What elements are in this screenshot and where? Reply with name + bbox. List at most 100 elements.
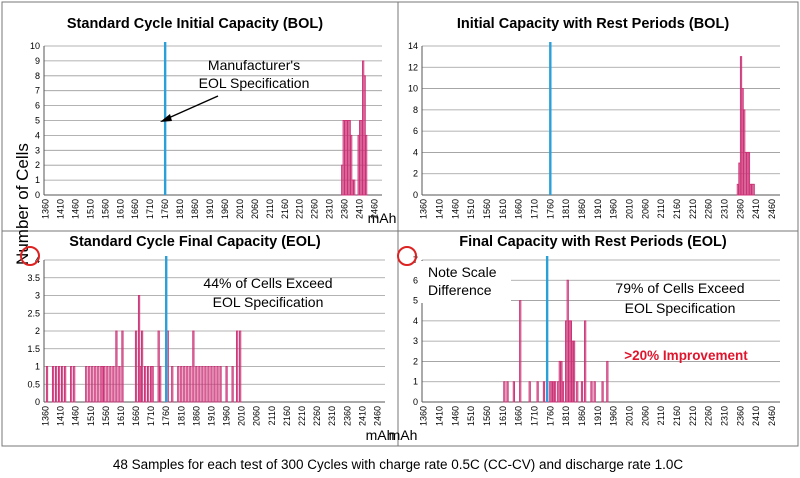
chart-title-rest-bol: Initial Capacity with Rest Periods (BOL) bbox=[457, 16, 729, 32]
bar-rest-eol bbox=[550, 381, 553, 403]
x-tick-label-rest-eol: 1460 bbox=[450, 406, 460, 426]
x-tick-label-rest-bol: 1910 bbox=[593, 199, 603, 219]
y-tick-label-std-eol: 3.5 bbox=[27, 273, 40, 283]
x-tick-label-std-bol: 2160 bbox=[280, 199, 290, 219]
bar-std-eol bbox=[151, 366, 154, 403]
bar-rest-eol bbox=[536, 381, 539, 403]
x-tick-label-rest-bol: 1360 bbox=[419, 199, 429, 219]
bar-std-eol bbox=[45, 366, 49, 403]
x-tick-label-rest-eol: 1360 bbox=[419, 406, 429, 426]
annotation-rest-eol-spec: EOL Specification bbox=[625, 300, 736, 316]
bar-std-eol bbox=[51, 366, 55, 403]
x-tick-label-rest-bol: 1810 bbox=[561, 199, 571, 219]
x-tick-label-std-eol: 2310 bbox=[327, 406, 337, 426]
bar-rest-eol bbox=[572, 340, 576, 403]
bar-std-eol bbox=[207, 366, 210, 403]
bar-rest-bol bbox=[749, 183, 752, 196]
x-tick-label-rest-bol: 1660 bbox=[514, 199, 524, 219]
x-tick-label-std-bol: 2460 bbox=[370, 199, 380, 219]
note-difference: Difference bbox=[428, 282, 492, 298]
bar-std-eol bbox=[97, 366, 100, 403]
x-tick-label-rest-bol: 2410 bbox=[751, 199, 761, 219]
x-tick-label-std-eol: 1660 bbox=[131, 406, 141, 426]
y-tick-label-std-eol: 2.5 bbox=[27, 308, 40, 318]
bar-std-eol bbox=[134, 330, 138, 403]
bar-std-eol bbox=[171, 366, 174, 403]
figure-frame bbox=[1, 1, 799, 447]
plot-std-bol: 0 1 2 3 4 5 6 7 8 9 10 1360 1410 1460 1510 1560 1610 1660… bbox=[30, 41, 382, 219]
x-tick-label-std-eol: 1460 bbox=[71, 406, 81, 426]
bar-std-eol bbox=[147, 366, 150, 403]
bar-rest-eol bbox=[512, 381, 515, 403]
x-tick-label-rest-bol: 2110 bbox=[656, 199, 666, 218]
x-tick-label-std-eol: 1960 bbox=[222, 406, 232, 426]
y-tick-label-std-bol: 4 bbox=[35, 130, 40, 140]
y-tick-label-std-bol: 5 bbox=[35, 116, 40, 126]
x-tick-label-rest-bol: 1410 bbox=[434, 199, 444, 219]
bar-rest-eol bbox=[528, 381, 531, 403]
y-tick-label-rest-bol: 0 bbox=[413, 190, 418, 200]
y-tick-label-rest-bol: 8 bbox=[413, 105, 418, 115]
x-tick-label-std-bol: 2060 bbox=[250, 199, 260, 219]
x-tick-label-std-bol: 1410 bbox=[55, 199, 65, 219]
y-tick-label-std-eol: 2 bbox=[35, 326, 40, 336]
x-tick-label-std-bol: 2260 bbox=[310, 199, 320, 219]
x-tick-label-std-bol: 2310 bbox=[325, 199, 335, 219]
x-tick-label-rest-bol: 2460 bbox=[767, 199, 777, 219]
bar-std-eol bbox=[219, 366, 222, 403]
x-tick-label-rest-bol: 2310 bbox=[720, 199, 730, 219]
x-tick-label-std-eol: 2110 bbox=[267, 406, 277, 425]
x-tick-label-std-eol: 2360 bbox=[342, 406, 352, 426]
bar-rest-bol bbox=[747, 151, 751, 196]
bar-std-eol bbox=[112, 366, 115, 403]
y-tick-label-rest-bol: 6 bbox=[413, 126, 418, 136]
x-tick-label-rest-bol: 1610 bbox=[498, 199, 508, 219]
bar-std-eol bbox=[204, 366, 207, 403]
x-tick-label-rest-bol: 1460 bbox=[450, 199, 460, 219]
bar-std-eol bbox=[94, 366, 97, 403]
y-tick-label-rest-bol: 2 bbox=[413, 169, 418, 179]
x-tick-label-rest-eol: 1760 bbox=[545, 406, 555, 426]
x-tick-label-std-bol: 1960 bbox=[220, 199, 230, 219]
x-tick-label-std-eol: 1910 bbox=[206, 406, 216, 426]
bar-std-eol bbox=[121, 330, 124, 403]
y-tick-label-rest-eol: 0 bbox=[413, 397, 418, 407]
y-tick-label-rest-bol: 14 bbox=[408, 41, 418, 51]
bar-std-eol bbox=[57, 366, 61, 403]
x-unit-label-rest-eol: mAh bbox=[389, 427, 418, 443]
x-tick-label-rest-bol: 1560 bbox=[482, 199, 492, 219]
bar-std-eol bbox=[106, 366, 109, 403]
y-tick-label-std-bol: 6 bbox=[35, 101, 40, 111]
bar-std-eol bbox=[236, 330, 239, 403]
bar-rest-bol bbox=[736, 183, 739, 196]
bar-rest-eol bbox=[557, 381, 560, 403]
x-tick-label-rest-bol: 2060 bbox=[640, 199, 650, 219]
bar-rest-eol bbox=[552, 381, 555, 403]
x-tick-label-std-eol: 1860 bbox=[191, 406, 201, 426]
bar-std-eol bbox=[109, 366, 112, 403]
x-tick-label-rest-bol: 1510 bbox=[466, 199, 476, 219]
bar-rest-eol bbox=[606, 360, 609, 403]
y-tick-label-std-bol: 1 bbox=[35, 175, 40, 185]
y-tick-label-std-bol: 9 bbox=[35, 56, 40, 66]
bar-std-eol bbox=[103, 366, 106, 403]
x-tick-label-std-bol: 1610 bbox=[115, 199, 125, 219]
bar-std-eol bbox=[64, 366, 67, 403]
x-tick-label-rest-eol: 1960 bbox=[609, 406, 619, 426]
bar-rest-eol bbox=[601, 381, 604, 403]
bar-rest-eol bbox=[590, 381, 593, 403]
bar-std-eol bbox=[216, 366, 219, 403]
x-tick-label-std-eol: 2060 bbox=[252, 406, 262, 426]
x-tick-label-rest-eol: 2060 bbox=[640, 406, 650, 426]
y-tick-label-rest-eol: 1 bbox=[413, 377, 418, 387]
annotation-arrow-head bbox=[160, 114, 172, 122]
bar-std-eol bbox=[210, 366, 213, 403]
x-tick-label-rest-eol: 1410 bbox=[434, 406, 444, 426]
y-tick-label-std-bol: 2 bbox=[35, 160, 40, 170]
x-tick-label-std-bol: 1810 bbox=[175, 199, 185, 219]
bar-std-eol bbox=[192, 330, 195, 403]
bar-std-eol bbox=[239, 330, 242, 403]
bar-rest-eol bbox=[576, 381, 579, 403]
y-tick-label-rest-eol: 6 bbox=[413, 275, 418, 285]
